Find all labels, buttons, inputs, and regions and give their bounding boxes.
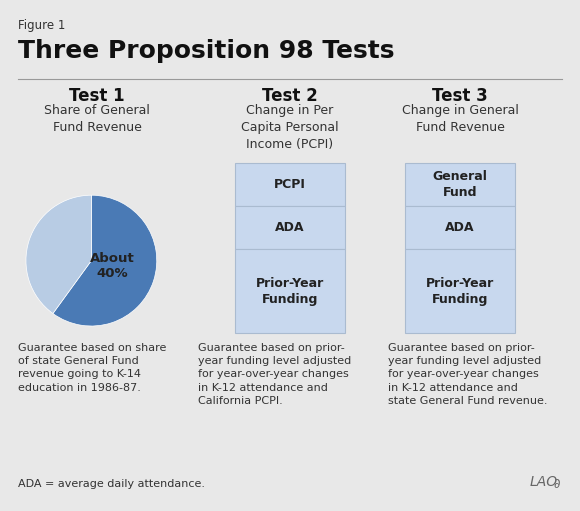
Text: LAO: LAO [530,475,558,489]
Text: Guarantee based on prior-
year funding level adjusted
for year-over-year changes: Guarantee based on prior- year funding l… [198,343,351,406]
Text: Guarantee based on prior-
year funding level adjusted
for year-over-year changes: Guarantee based on prior- year funding l… [388,343,548,406]
Text: General
Fund: General Fund [433,170,487,199]
Wedge shape [53,195,157,326]
Text: Test 3: Test 3 [432,87,488,105]
Text: PCPI: PCPI [274,178,306,191]
Wedge shape [26,195,92,314]
Text: Guarantee based on share
of state General Fund
revenue going to K-14
education i: Guarantee based on share of state Genera… [18,343,166,392]
Text: Share of General
Fund Revenue: Share of General Fund Revenue [44,104,150,134]
FancyBboxPatch shape [235,249,345,333]
FancyBboxPatch shape [235,163,345,206]
FancyBboxPatch shape [405,249,515,333]
Text: Change in Per
Capita Personal
Income (PCPI): Change in Per Capita Personal Income (PC… [241,104,339,151]
FancyBboxPatch shape [405,206,515,249]
Text: Prior-Year
Funding: Prior-Year Funding [256,276,324,306]
Text: Change in General
Fund Revenue: Change in General Fund Revenue [401,104,519,134]
Text: ADA: ADA [445,221,475,234]
Text: Three Proposition 98 Tests: Three Proposition 98 Tests [18,39,394,63]
Text: Test 1: Test 1 [69,87,125,105]
Text: About
40%: About 40% [90,252,135,280]
FancyBboxPatch shape [235,206,345,249]
Text: Test 2: Test 2 [262,87,318,105]
Text: Prior-Year
Funding: Prior-Year Funding [426,276,494,306]
Text: Figure 1: Figure 1 [18,19,66,32]
Text: ∂: ∂ [553,478,560,491]
FancyBboxPatch shape [405,163,515,206]
Text: ADA = average daily attendance.: ADA = average daily attendance. [18,479,205,489]
Text: ADA: ADA [276,221,304,234]
